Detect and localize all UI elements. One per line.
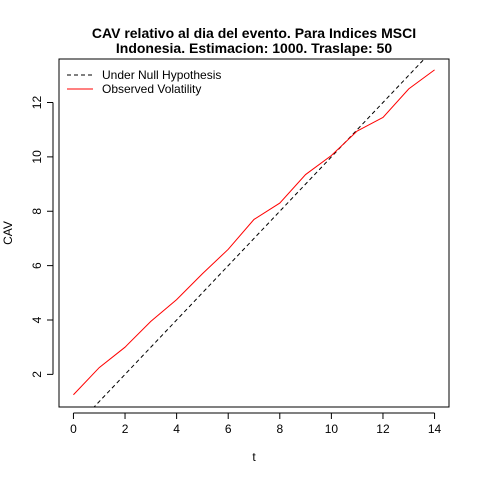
x-tick-label: 10 — [325, 422, 339, 436]
x-tick-label: 4 — [173, 422, 180, 436]
y-axis-title: CAV — [1, 221, 15, 245]
y-tick-label: 10 — [30, 150, 44, 164]
x-tick-label: 12 — [376, 422, 390, 436]
x-tick-label: 2 — [122, 422, 129, 436]
legend-label: Observed Volatility — [102, 82, 201, 96]
series-line-2 — [73, 69, 435, 396]
x-tick-label: 8 — [276, 422, 283, 436]
plot-frame — [58, 58, 450, 408]
y-tick-label: 4 — [30, 316, 44, 323]
x-axis-title: t — [252, 450, 256, 464]
axes: 0 2 4 6 8 10 12 14 2 4 6 8 10 12 — [30, 96, 442, 436]
x-tick-label: 14 — [428, 422, 442, 436]
chart-title-line-1: CAV relativo al dia del evento. Para Ind… — [92, 25, 416, 41]
legend-label: Under Null Hypothesis — [102, 68, 221, 82]
y-tick-label: 12 — [30, 96, 44, 110]
plot-area — [73, 59, 435, 407]
y-tick-label: 6 — [30, 262, 44, 269]
series-line-1 — [93, 59, 425, 407]
chart-title-line-2: Indonesia. Estimacion: 1000. Traslape: 5… — [116, 40, 392, 56]
y-tick-label: 8 — [30, 208, 44, 215]
y-tick-label: 2 — [30, 371, 44, 378]
x-tick-label: 0 — [70, 422, 77, 436]
x-tick-label: 6 — [225, 422, 232, 436]
